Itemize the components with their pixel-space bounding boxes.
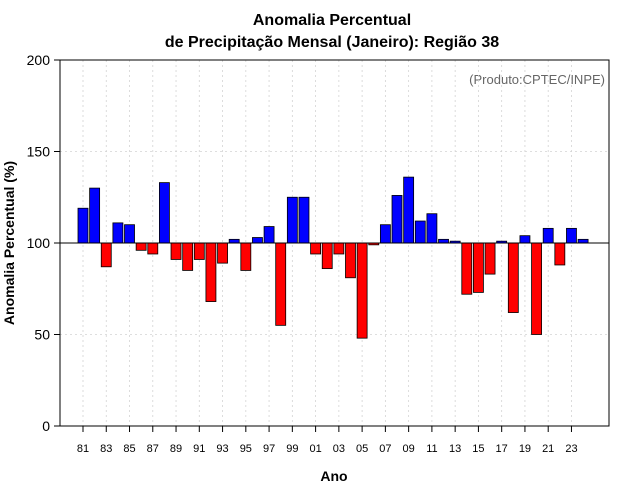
bar-11 bbox=[426, 213, 438, 244]
bar-20 bbox=[531, 242, 542, 335]
bar-84 bbox=[112, 222, 124, 244]
bar-92 bbox=[205, 242, 217, 302]
bar-91 bbox=[193, 242, 205, 260]
x-tick-label: 23 bbox=[565, 443, 577, 455]
bar-12 bbox=[438, 238, 449, 244]
bar-18 bbox=[507, 242, 519, 313]
bar-88 bbox=[159, 182, 170, 244]
x-tick-label: 91 bbox=[193, 443, 205, 455]
bar-14 bbox=[461, 242, 473, 295]
bar-96 bbox=[252, 237, 263, 244]
bar-90 bbox=[182, 242, 194, 271]
x-tick-label: 93 bbox=[216, 443, 228, 455]
x-tick-label: 17 bbox=[496, 443, 508, 455]
bar-00 bbox=[298, 196, 310, 244]
x-tick-label: 81 bbox=[77, 443, 89, 455]
bar-93 bbox=[217, 242, 228, 264]
bar-97 bbox=[263, 226, 275, 244]
bar-24 bbox=[577, 238, 589, 244]
bar-99 bbox=[286, 196, 298, 244]
x-axis-label: Ano bbox=[320, 468, 347, 484]
bar-89 bbox=[170, 242, 182, 260]
bar-85 bbox=[124, 224, 135, 244]
grid-lines bbox=[60, 59, 609, 427]
bar-87 bbox=[147, 242, 159, 255]
bar-05 bbox=[356, 242, 368, 339]
x-tick-label: 09 bbox=[403, 443, 415, 455]
bar-94 bbox=[228, 238, 240, 244]
x-tick-label: 07 bbox=[379, 443, 391, 455]
bar-07 bbox=[379, 224, 391, 244]
x-tick-label: 05 bbox=[356, 443, 368, 455]
bars bbox=[77, 176, 589, 339]
x-tick-label: 87 bbox=[147, 443, 159, 455]
y-tick-label: 50 bbox=[34, 327, 50, 343]
y-tick-label: 200 bbox=[27, 52, 51, 68]
bar-95 bbox=[240, 242, 252, 271]
bar-83 bbox=[100, 242, 112, 268]
chart-title-line2: de Precipitação Mensal (Janeiro): Região… bbox=[165, 34, 499, 51]
chart-title-line1: Anomalia Percentual bbox=[253, 12, 411, 29]
bar-03 bbox=[333, 242, 345, 255]
bar-15 bbox=[473, 242, 484, 293]
y-tick-label: 0 bbox=[42, 418, 50, 434]
y-tick-label: 150 bbox=[27, 144, 51, 160]
bar-81 bbox=[77, 207, 89, 244]
x-tick-label: 21 bbox=[542, 443, 554, 455]
axes: 0 50 100 150 200 81 83 85 87 89 91 93 95 97 99 01 03 05 07… bbox=[27, 52, 610, 455]
bar-04 bbox=[345, 242, 356, 279]
x-tick-label: 83 bbox=[100, 443, 112, 455]
x-tick-label: 85 bbox=[123, 443, 135, 455]
y-tick-label: 100 bbox=[27, 235, 51, 251]
x-tick-label: 95 bbox=[240, 443, 252, 455]
bar-98 bbox=[275, 242, 287, 326]
bar-01 bbox=[310, 242, 322, 255]
x-tick-label: 13 bbox=[449, 443, 461, 455]
x-tick-label: 01 bbox=[309, 443, 321, 455]
x-tick-label: 97 bbox=[263, 443, 275, 455]
bar-23 bbox=[566, 227, 577, 244]
bar-10 bbox=[414, 220, 426, 244]
bar-19 bbox=[519, 235, 531, 244]
bar-08 bbox=[391, 195, 403, 244]
x-tick-label: 15 bbox=[472, 443, 484, 455]
bar-21 bbox=[542, 227, 554, 244]
x-tick-label: 99 bbox=[286, 443, 298, 455]
bar-86 bbox=[135, 242, 147, 251]
bar-82 bbox=[89, 187, 101, 244]
bar-02 bbox=[321, 242, 333, 270]
x-tick-label: 03 bbox=[333, 443, 345, 455]
credit-text: (Produto:CPTEC/INPE) bbox=[469, 72, 605, 87]
x-tick-label: 89 bbox=[170, 443, 182, 455]
x-tick-label: 11 bbox=[426, 443, 437, 455]
bar-09 bbox=[403, 176, 415, 244]
x-tick-label: 19 bbox=[519, 443, 531, 455]
y-axis-label: Anomalia Percentual (%) bbox=[1, 161, 17, 325]
bar-16 bbox=[484, 242, 496, 275]
bar-22 bbox=[554, 242, 566, 266]
